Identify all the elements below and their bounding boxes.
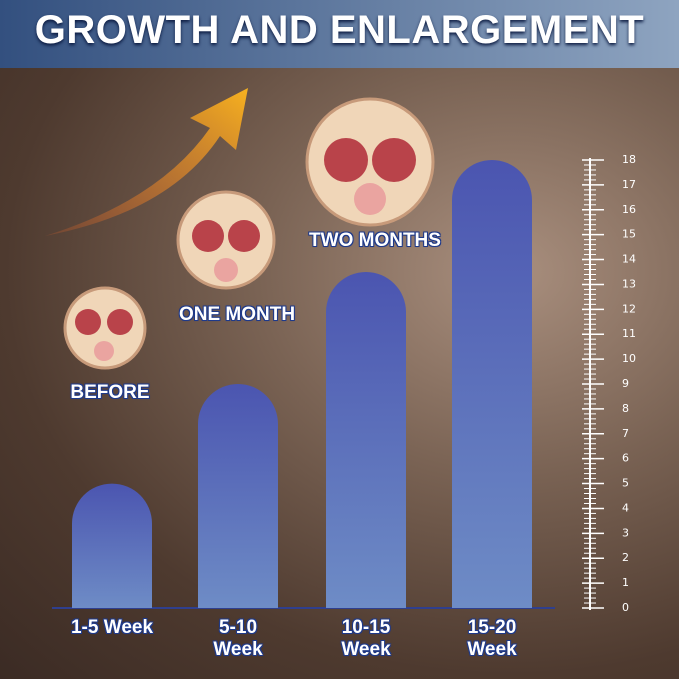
annotation: TWO MONTHS: [309, 230, 441, 251]
y-tick-label: 6: [622, 452, 629, 465]
y-tick-label: 11: [622, 327, 636, 340]
y-tick-label: 0: [622, 601, 629, 614]
bar: [72, 483, 152, 608]
bar: [198, 384, 278, 608]
bar: [452, 160, 532, 608]
y-tick-label: 10: [622, 352, 636, 365]
y-tick-label: 1: [622, 576, 629, 589]
annotation: ONE MONTH: [178, 304, 296, 325]
illustration: [63, 97, 435, 370]
chart-title: GROWTH AND ENLARGEMENT: [34, 8, 645, 52]
y-tick-label: 15: [622, 228, 636, 241]
x-tick-label: 1-5 Week: [70, 617, 154, 638]
y-tick-label: 2: [622, 551, 629, 564]
y-tick-label: 7: [622, 427, 629, 440]
x-tick-label: 5-10 Week: [213, 617, 263, 660]
y-tick-label: 4: [622, 501, 629, 514]
y-tick-label: 18: [622, 153, 636, 166]
x-tick-label: 15-20 Week: [467, 617, 517, 660]
y-tick-label: 5: [622, 477, 629, 490]
arrow: [45, 88, 248, 236]
y-tick-label: 14: [622, 253, 636, 266]
y-tick-label: 8: [622, 402, 629, 415]
bar: [326, 272, 406, 608]
y-tick-label: 17: [622, 178, 636, 191]
y-tick-label: 3: [622, 526, 629, 539]
title-band: [0, 0, 679, 68]
annotation: BEFORE: [70, 382, 150, 403]
y-tick-label: 9: [622, 377, 629, 390]
x-tick-label: 10-15 Week: [341, 617, 391, 660]
y-tick-label: 16: [622, 203, 636, 216]
y-tick-label: 13: [622, 277, 636, 290]
y-tick-label: 12: [622, 302, 636, 315]
